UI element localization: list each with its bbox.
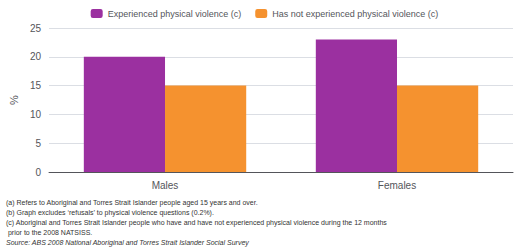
svg-text:20: 20 <box>30 51 42 62</box>
svg-text:Experienced physical violence: Experienced physical violence (c) <box>108 9 242 19</box>
svg-text:Source: ABS 2008 National Abor: Source: ABS 2008 National Aboriginal and… <box>6 239 249 247</box>
svg-text:10: 10 <box>30 109 42 120</box>
svg-text:Males: Males <box>152 180 179 191</box>
svg-text:(c) Aboriginal and Torres Stra: (c) Aboriginal and Torres Strait Islande… <box>6 219 387 227</box>
svg-text:Females: Females <box>378 180 416 191</box>
svg-text:25: 25 <box>30 23 42 34</box>
svg-text:%: % <box>8 95 20 105</box>
svg-text:prior to the 2008 NATSISS.: prior to the 2008 NATSISS. <box>6 229 92 237</box>
svg-text:0: 0 <box>35 167 41 178</box>
svg-text:Has not experienced physical v: Has not experienced physical violence (c… <box>272 9 438 19</box>
svg-text:(a) Refers to Aboriginal and T: (a) Refers to Aboriginal and Torres Stra… <box>6 199 258 207</box>
svg-text:5: 5 <box>35 138 41 149</box>
svg-text:15: 15 <box>30 80 42 91</box>
svg-text:(b) Graph excludes ‘refusals’: (b) Graph excludes ‘refusals’ to physica… <box>6 209 214 217</box>
